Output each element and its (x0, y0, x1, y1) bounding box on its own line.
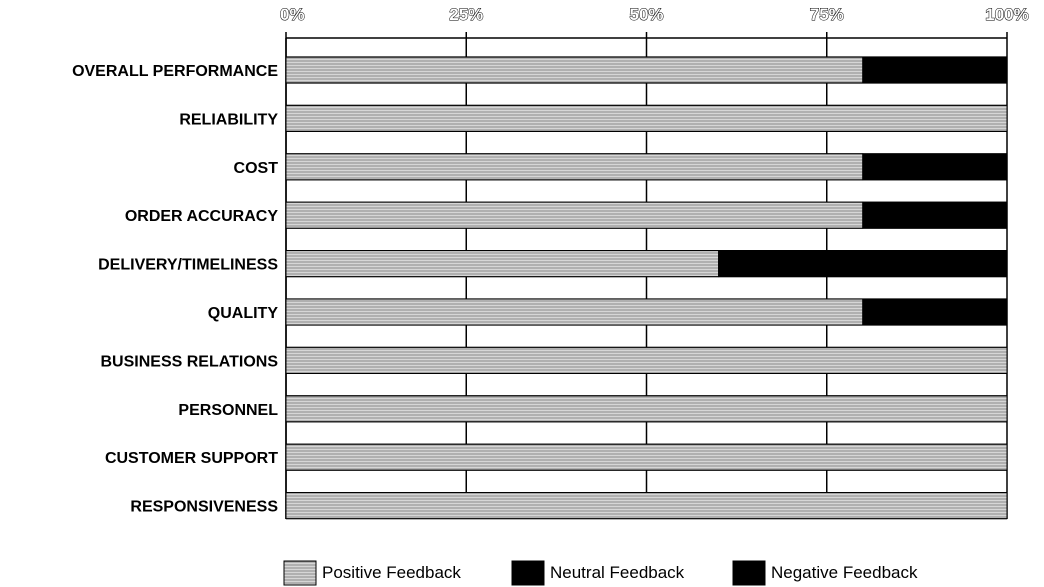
legend: Positive Feedback Neutral Feedback Negativ… (283, 560, 918, 586)
category-label-delivery-timeliness: DELIVERY/TIMELINESS (98, 257, 278, 274)
bar-positive-feedback-business-relations (285, 346, 1008, 374)
x-tick-label: 75% (810, 5, 844, 24)
category-label-customer-support: CUSTOMER SUPPORT (105, 450, 278, 467)
category-label-business-relations: BUSINESS RELATIONS (101, 353, 279, 370)
bar-positive-feedback-overall-performance (285, 56, 864, 84)
legend-label-neutral-feedback: Neutral Feedback (550, 563, 685, 582)
legend-label-negative-feedback: Negative Feedback (771, 563, 918, 582)
bar-negative-feedback-order-accuracy (862, 201, 1008, 229)
legend-swatch-negative-feedback (732, 560, 766, 586)
x-axis-ticks: 0% 25% 50% 75% 100% (280, 5, 1030, 25)
x-tick-label: 0% (280, 5, 305, 24)
bar-negative-feedback-quality (862, 298, 1008, 326)
bar-positive-feedback-customer-support (285, 443, 1008, 471)
category-label-reliability: RELIABILITY (179, 111, 278, 128)
bars (285, 56, 1008, 520)
x-tick-label: 25% (449, 5, 483, 24)
category-label-cost: COST (234, 160, 279, 177)
bar-positive-feedback-responsiveness (285, 492, 1008, 520)
bar-negative-feedback-overall-performance (862, 56, 1008, 84)
bar-positive-feedback-personnel (285, 395, 1008, 423)
bar-positive-feedback-order-accuracy (285, 201, 864, 229)
category-label-order-accuracy: ORDER ACCURACY (125, 208, 279, 225)
x-tick-label: 100% (985, 5, 1028, 24)
bar-negative-feedback-delivery-timeliness (718, 250, 1008, 278)
x-tick-label: 50% (629, 5, 663, 24)
bar-positive-feedback-cost (285, 153, 864, 181)
bar-positive-feedback-reliability (285, 104, 1008, 132)
category-label-overall-performance: OVERALL PERFORMANCE (72, 63, 278, 80)
bar-negative-feedback-cost (862, 153, 1008, 181)
legend-swatch-positive-feedback (283, 560, 317, 586)
category-label-quality: QUALITY (208, 305, 279, 322)
bar-positive-feedback-quality (285, 298, 864, 326)
category-labels: OVERALL PERFORMANCE RELIABILITY COST ORDER … (72, 63, 278, 516)
category-label-responsiveness: RESPONSIVENESS (130, 499, 278, 516)
bar-positive-feedback-delivery-timeliness (285, 250, 720, 278)
category-label-personnel: PERSONNEL (178, 402, 278, 419)
legend-swatch-neutral-feedback (511, 560, 545, 586)
legend-label-positive-feedback: Positive Feedback (322, 563, 461, 582)
